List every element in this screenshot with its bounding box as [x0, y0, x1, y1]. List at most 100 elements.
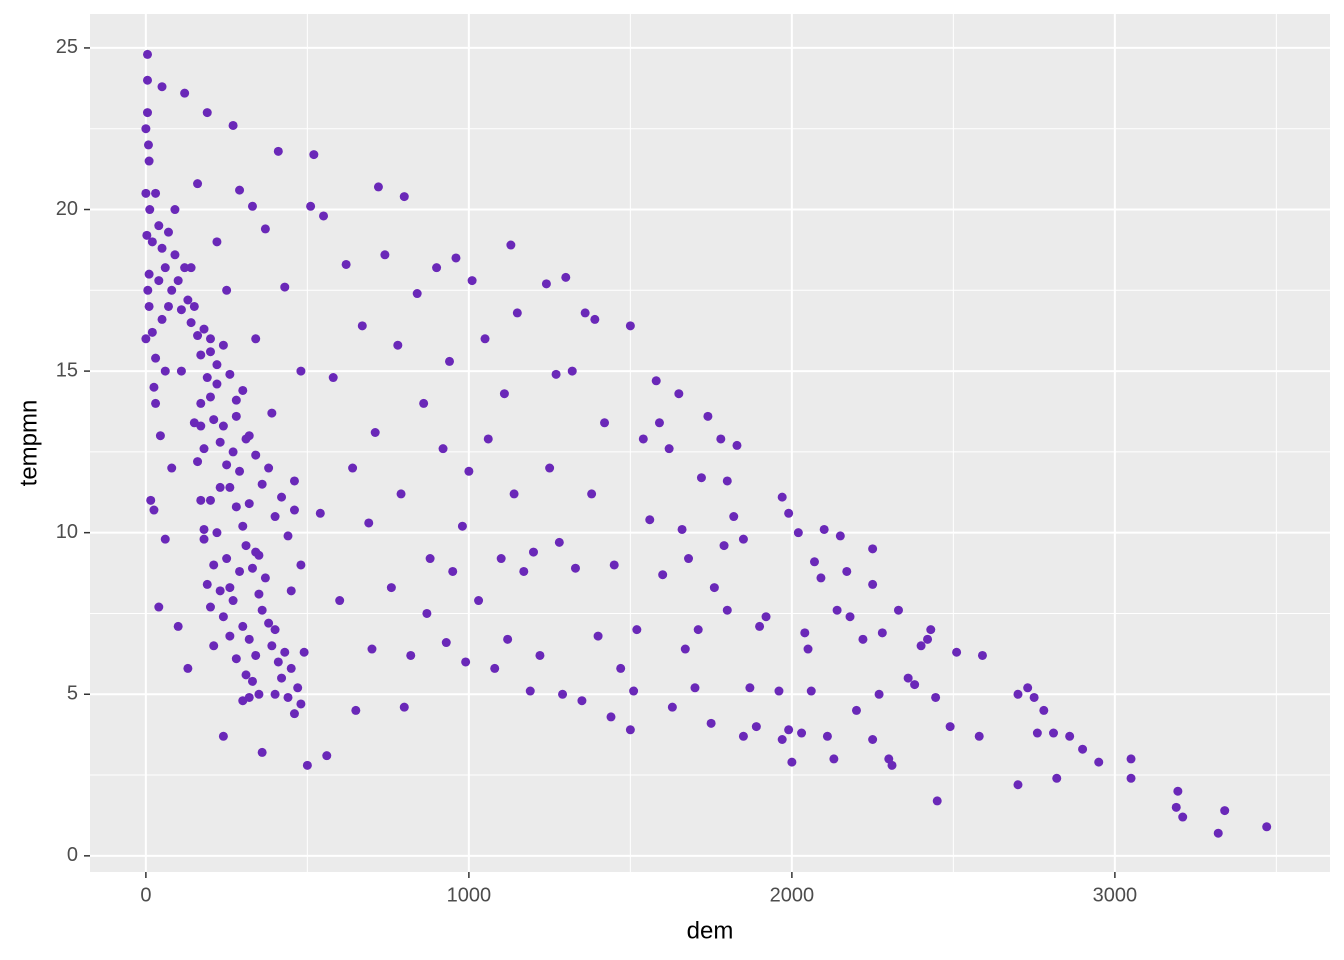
point [512, 308, 522, 318]
point [163, 227, 173, 237]
point [1023, 683, 1033, 693]
point [851, 705, 861, 715]
point [806, 686, 816, 696]
point [238, 521, 248, 531]
point [567, 366, 577, 376]
point [803, 644, 813, 654]
point [419, 398, 429, 408]
point [755, 621, 765, 631]
point [209, 415, 219, 425]
point [196, 350, 206, 360]
point [280, 282, 290, 292]
point [254, 689, 264, 699]
point [432, 263, 442, 273]
point [199, 444, 209, 454]
point [299, 647, 309, 657]
point [399, 192, 409, 202]
point [800, 628, 810, 638]
point [738, 534, 748, 544]
point [251, 450, 261, 460]
point [373, 182, 383, 192]
point [218, 421, 228, 431]
point [186, 318, 196, 328]
y-axis-title: tempmn [15, 400, 42, 487]
point [189, 418, 199, 428]
point [868, 579, 878, 589]
point [545, 463, 555, 473]
point [835, 531, 845, 541]
point [212, 237, 222, 247]
point [503, 634, 513, 644]
point [144, 301, 154, 311]
point [238, 385, 248, 395]
point [173, 276, 183, 286]
point [141, 334, 151, 344]
point [235, 185, 245, 195]
point [438, 444, 448, 454]
point [1126, 754, 1136, 764]
point [519, 566, 529, 576]
point [176, 366, 186, 376]
point [422, 608, 432, 618]
point [761, 612, 771, 622]
point [868, 544, 878, 554]
point [1213, 828, 1223, 838]
point [222, 285, 232, 295]
point [254, 589, 264, 599]
point [328, 373, 338, 383]
point [212, 360, 222, 370]
point [474, 596, 484, 606]
point [448, 566, 458, 576]
point [558, 689, 568, 699]
point [680, 644, 690, 654]
point [506, 240, 516, 250]
point [157, 243, 167, 253]
point [525, 686, 535, 696]
point [1126, 773, 1136, 783]
point [577, 696, 587, 706]
point [600, 418, 610, 428]
point [225, 631, 235, 641]
point [193, 457, 203, 467]
point [464, 466, 474, 476]
point [793, 528, 803, 538]
point [212, 528, 222, 538]
y-tick-label: 0 [67, 844, 78, 866]
point [667, 702, 677, 712]
point [180, 88, 190, 98]
point [977, 650, 987, 660]
point [225, 583, 235, 593]
point [251, 334, 261, 344]
point [732, 440, 742, 450]
point [974, 731, 984, 741]
point [209, 641, 219, 651]
point [296, 699, 306, 709]
point [235, 466, 245, 476]
point [247, 201, 257, 211]
point [193, 179, 203, 189]
point [154, 221, 164, 231]
point [280, 647, 290, 657]
point [141, 188, 151, 198]
point [218, 731, 228, 741]
point [1029, 692, 1039, 702]
point [1032, 728, 1042, 738]
point [1078, 744, 1088, 754]
point [251, 547, 261, 557]
point [273, 657, 283, 667]
point [215, 482, 225, 492]
point [625, 725, 635, 735]
point [144, 156, 154, 166]
point [406, 650, 416, 660]
point [1039, 705, 1049, 715]
point [228, 120, 238, 130]
point [147, 327, 157, 337]
point [154, 276, 164, 286]
point [199, 524, 209, 534]
point [273, 146, 283, 156]
point [196, 398, 206, 408]
point [606, 712, 616, 722]
point [142, 75, 152, 85]
point [225, 482, 235, 492]
